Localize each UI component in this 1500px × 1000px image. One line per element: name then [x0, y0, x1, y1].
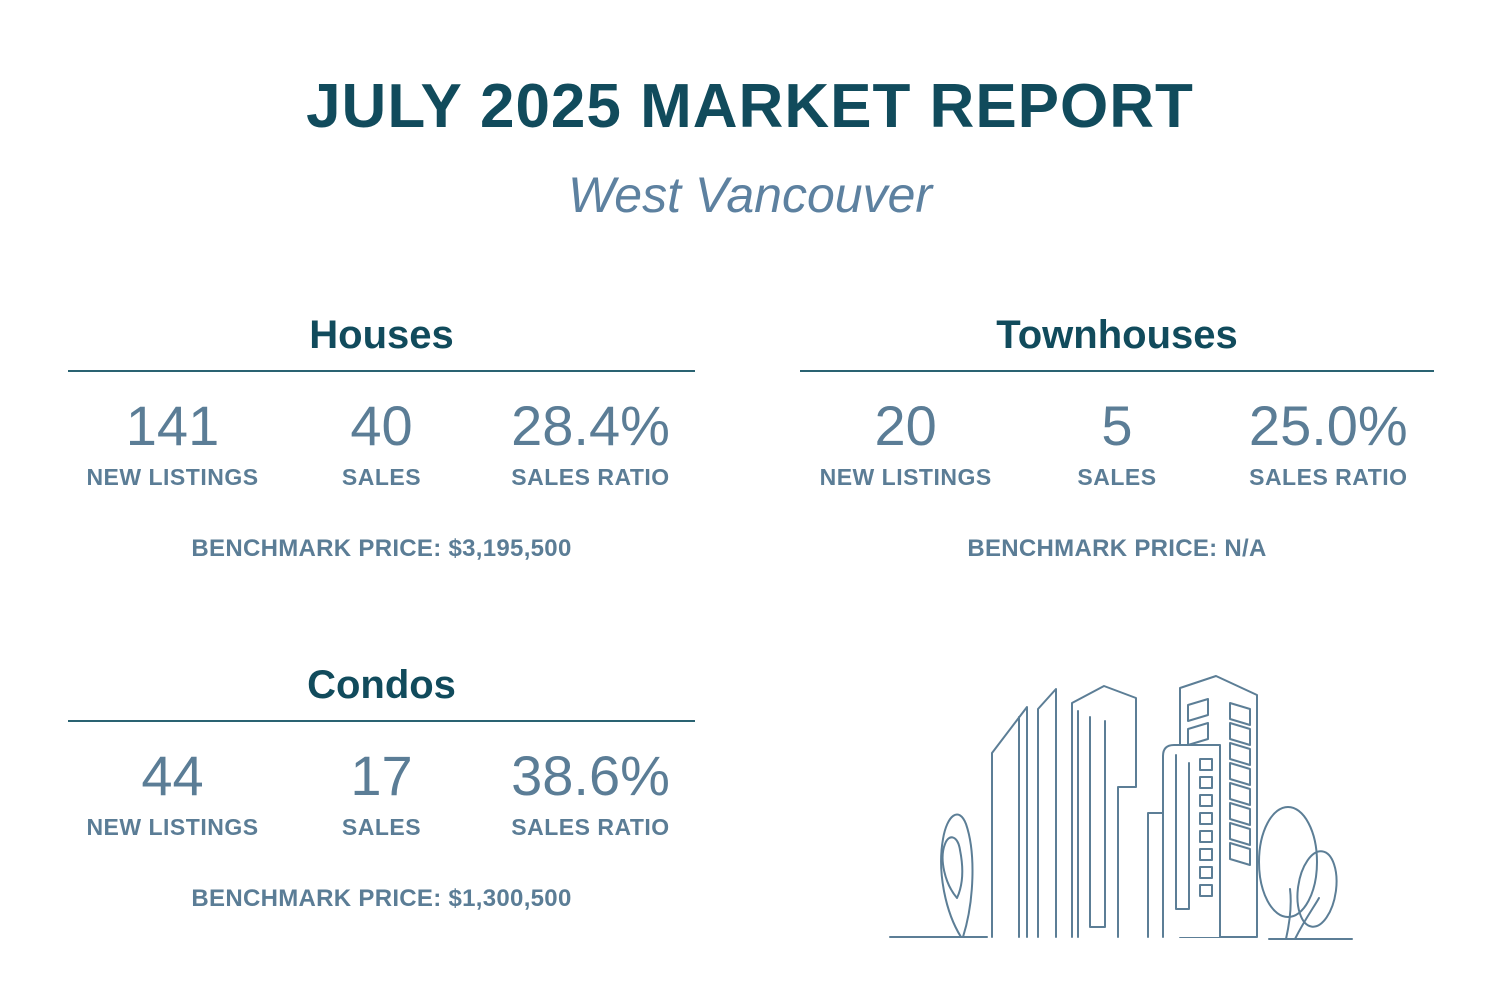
left-tree-outer-leaf	[940, 813, 974, 938]
stat-condos-new-listings: 44 NEW LISTINGS	[68, 748, 277, 841]
tower-notched-channel	[1089, 716, 1106, 928]
section-condos-stats: 44 NEW LISTINGS 17 SALES 38.6% SALES RAT…	[68, 748, 695, 841]
window-right-4	[1229, 762, 1251, 786]
right-tree-canopy-small	[1296, 850, 1338, 928]
section-townhouses-stats: 20 NEW LISTINGS 5 SALES 25.0% SALES RATI…	[800, 398, 1434, 491]
section-houses-divider	[68, 370, 695, 372]
stat-townhouses-new-listings: 20 NEW LISTINGS	[800, 398, 1011, 491]
stat-townhouses-sales-ratio: 25.0% SALES RATIO	[1223, 398, 1434, 491]
stat-condos-sales: 17 SALES	[277, 748, 486, 841]
building-front	[1162, 744, 1221, 938]
window-left-1	[1187, 698, 1209, 722]
front-window-2	[1199, 776, 1213, 789]
benchmark-price-condos: BENCHMARK PRICE: $1,300,500	[191, 885, 572, 912]
window-right-7	[1229, 822, 1251, 846]
stat-label: SALES	[341, 814, 422, 840]
window-right-8	[1229, 842, 1251, 866]
right-tree-canopy-large	[1258, 806, 1318, 918]
stat-townhouses-sales: 5 SALES	[1011, 398, 1222, 491]
stat-value: 44	[141, 744, 204, 807]
stat-label: NEW LISTINGS	[86, 464, 259, 490]
stat-value: 141	[125, 394, 220, 457]
stat-label: NEW LISTINGS	[86, 814, 259, 840]
section-condos-divider	[68, 720, 695, 722]
section-houses-title: Houses	[309, 313, 454, 357]
stat-label: SALES RATIO	[511, 814, 670, 840]
window-left-2	[1187, 722, 1209, 746]
stat-houses-sales-ratio: 28.4% SALES RATIO	[486, 398, 695, 491]
tower-slanted	[991, 706, 1028, 938]
stat-label: SALES	[1077, 464, 1157, 490]
stat-label: SALES RATIO	[1249, 464, 1408, 490]
stat-value: 40	[350, 394, 413, 457]
section-townhouses-title: Townhouses	[996, 313, 1238, 357]
building-step	[1147, 812, 1164, 938]
window-right-6	[1229, 802, 1251, 826]
front-window-1	[1199, 758, 1213, 771]
stat-value: 25.0%	[1248, 394, 1408, 457]
stat-condos-sales-ratio: 38.6% SALES RATIO	[486, 748, 695, 841]
section-townhouses: Townhouses 20 NEW LISTINGS 5 SALES 25.0%…	[800, 312, 1434, 563]
section-condos-title: Condos	[307, 663, 456, 707]
stat-value: 5	[1101, 394, 1133, 457]
building-front-recess	[1175, 754, 1190, 910]
benchmark-price-houses: BENCHMARK PRICE: $3,195,500	[191, 535, 572, 562]
front-window-7	[1199, 866, 1213, 879]
stat-label: SALES RATIO	[511, 464, 670, 490]
section-houses-stats: 141 NEW LISTINGS 40 SALES 28.4% SALES RA…	[68, 398, 695, 491]
stat-label: SALES	[341, 464, 422, 490]
section-condos: Condos 44 NEW LISTINGS 17 SALES 38.6% SA…	[68, 662, 695, 913]
stat-value: 28.4%	[511, 394, 670, 457]
stat-value: 17	[350, 744, 413, 807]
window-right-1	[1229, 702, 1251, 726]
page-subtitle: West Vancouver	[567, 167, 933, 223]
front-window-6	[1199, 848, 1213, 861]
stat-label: NEW LISTINGS	[819, 464, 992, 490]
tower-windowed	[1179, 675, 1258, 938]
left-tree-inner-leaf	[941, 836, 964, 899]
window-right-2	[1229, 722, 1251, 746]
window-right-3	[1229, 742, 1251, 766]
stat-houses-new-listings: 141 NEW LISTINGS	[68, 398, 277, 491]
front-window-5	[1199, 830, 1213, 843]
tower-thin	[1037, 688, 1057, 938]
page-title: JULY 2025 MARKET REPORT	[306, 72, 1194, 141]
stat-houses-sales: 40 SALES	[277, 398, 486, 491]
section-townhouses-divider	[800, 370, 1434, 372]
front-window-4	[1199, 812, 1213, 825]
benchmark-price-townhouses: BENCHMARK PRICE: N/A	[967, 535, 1267, 562]
stat-value: 20	[874, 394, 937, 457]
window-right-5	[1229, 782, 1251, 806]
stat-value: 38.6%	[511, 744, 670, 807]
section-houses: Houses 141 NEW LISTINGS 40 SALES 28.4% S…	[68, 312, 695, 563]
front-window-3	[1199, 794, 1213, 807]
right-tree-trunk-2	[1294, 897, 1320, 940]
city-skyline-icon	[889, 675, 1353, 940]
front-window-8	[1199, 884, 1213, 897]
city-skyline-illustration	[886, 655, 1356, 955]
right-tree-trunk-1	[1285, 888, 1292, 940]
